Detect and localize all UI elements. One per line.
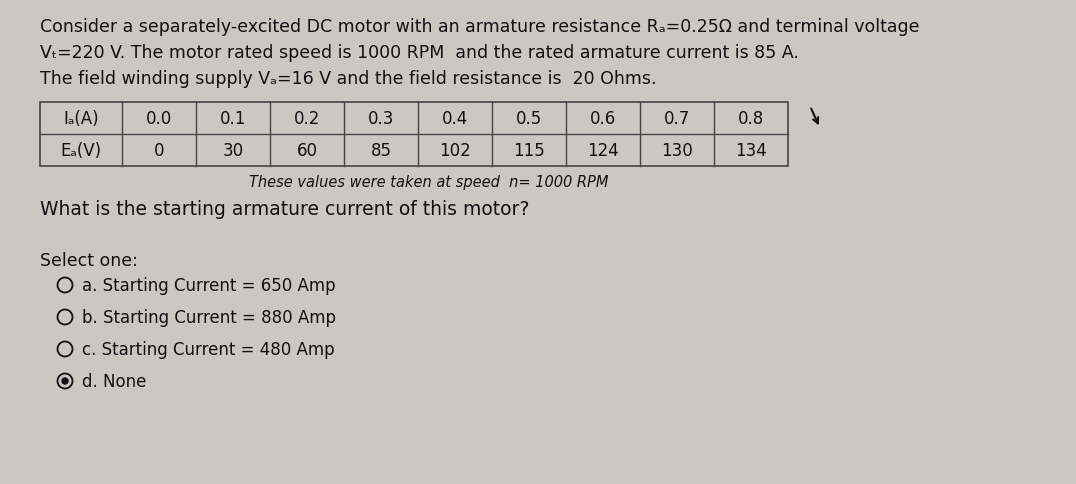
Text: 0.3: 0.3 — [368, 110, 394, 128]
Text: Select one:: Select one: — [40, 252, 138, 270]
Text: 0.7: 0.7 — [664, 110, 690, 128]
Text: Vₜ=220 V. The motor rated speed is 1000 RPM  and the rated armature current is 8: Vₜ=220 V. The motor rated speed is 1000 … — [40, 44, 798, 62]
Text: b. Starting Current = 880 Amp: b. Starting Current = 880 Amp — [83, 308, 337, 326]
Text: 0.1: 0.1 — [220, 110, 246, 128]
Text: What is the starting armature current of this motor?: What is the starting armature current of… — [40, 199, 529, 219]
Text: 134: 134 — [735, 142, 767, 160]
Text: Consider a separately-excited DC motor with an armature resistance Rₐ=0.25Ω and : Consider a separately-excited DC motor w… — [40, 18, 920, 36]
Text: a. Starting Current = 650 Amp: a. Starting Current = 650 Amp — [83, 276, 336, 294]
Text: 30: 30 — [223, 142, 243, 160]
Circle shape — [61, 378, 69, 385]
Text: These values were taken at speed  n= 1000 RPM: These values were taken at speed n= 1000… — [250, 175, 609, 190]
Text: c. Starting Current = 480 Amp: c. Starting Current = 480 Amp — [83, 340, 335, 358]
Text: 0.6: 0.6 — [590, 110, 617, 128]
Text: d. None: d. None — [83, 372, 147, 390]
Text: 124: 124 — [587, 142, 619, 160]
Text: The field winding supply Vₐ=16 V and the field resistance is  20 Ohms.: The field winding supply Vₐ=16 V and the… — [40, 70, 656, 88]
Text: 0: 0 — [154, 142, 165, 160]
Text: 60: 60 — [297, 142, 317, 160]
Text: 115: 115 — [513, 142, 544, 160]
Text: 0.2: 0.2 — [294, 110, 321, 128]
Text: 130: 130 — [661, 142, 693, 160]
Text: Iₐ(A): Iₐ(A) — [63, 110, 99, 128]
Text: 0.8: 0.8 — [738, 110, 764, 128]
Text: 102: 102 — [439, 142, 471, 160]
Bar — [40, 103, 788, 166]
Text: Eₐ(V): Eₐ(V) — [60, 142, 101, 160]
Text: 0.4: 0.4 — [442, 110, 468, 128]
Text: 0.0: 0.0 — [146, 110, 172, 128]
Text: 0.5: 0.5 — [515, 110, 542, 128]
Text: 85: 85 — [370, 142, 392, 160]
